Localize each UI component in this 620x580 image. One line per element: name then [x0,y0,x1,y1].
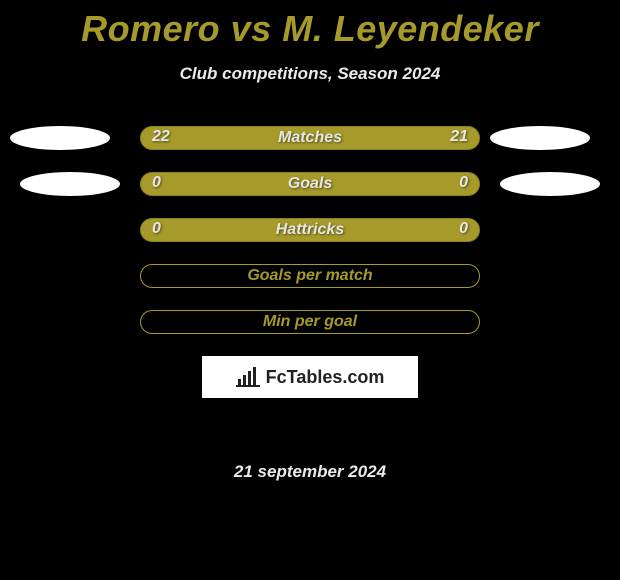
bar-chart-icon [236,367,260,387]
player-marker-right [500,172,600,196]
page-title: Romero vs M. Leyendeker [0,0,620,50]
stat-bar: Goals [140,172,480,196]
stat-value-right: 0 [459,220,468,238]
stat-value-left: 0 [152,174,161,192]
stat-bar: Min per goal [140,310,480,334]
player-marker-left [10,126,110,150]
stat-bar: Goals per match [140,264,480,288]
stat-bar: Hattricks [140,218,480,242]
stat-label: Hattricks [276,221,344,239]
comparison-block: Matches 22 21 Goals 0 0 Hattricks 0 0 Goals per m… [0,126,620,398]
player-marker-left [20,172,120,196]
stat-row: Min per goal [0,310,620,334]
stat-label: Matches [278,129,342,147]
logo-row: FcTables.com [0,356,620,398]
stat-value-left: 22 [152,128,170,146]
footer-date: 21 september 2024 [0,462,620,482]
stat-row: Hattricks 0 0 [0,218,620,242]
stat-value-left: 0 [152,220,161,238]
stat-label: Min per goal [263,313,357,331]
stat-value-right: 21 [450,128,468,146]
stat-row: Goals 0 0 [0,172,620,196]
stat-row: Matches 22 21 [0,126,620,150]
page-subtitle: Club competitions, Season 2024 [0,64,620,84]
stat-bar: Matches [140,126,480,150]
stat-value-right: 0 [459,174,468,192]
player-marker-right [490,126,590,150]
fctables-logo: FcTables.com [202,356,418,398]
stat-label: Goals [288,175,332,193]
stat-row: Goals per match [0,264,620,288]
stat-label: Goals per match [247,267,372,285]
logo-text: FcTables.com [266,367,385,388]
